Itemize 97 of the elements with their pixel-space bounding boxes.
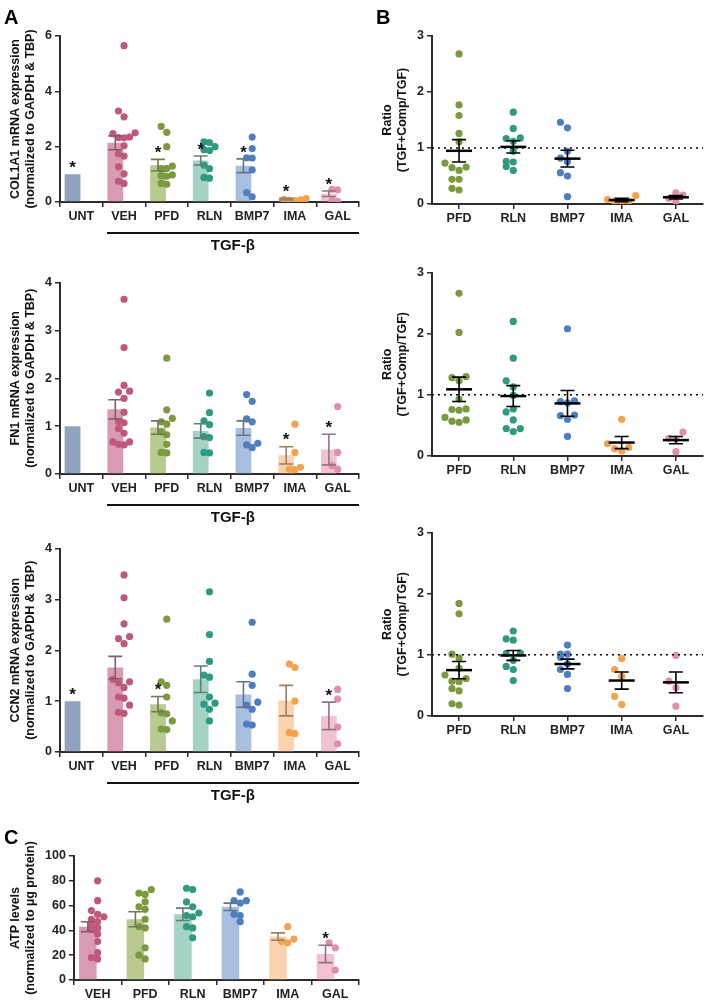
x-tick-label: UNT	[68, 758, 95, 773]
y-axis-title: Ratio (TGF+Comp/TGF)	[379, 572, 409, 677]
y-tick-label: 3	[417, 524, 424, 539]
y-tick-label: 20	[51, 947, 66, 962]
y-tick-label: 1	[45, 693, 52, 708]
x-tick-label: GAL	[662, 462, 690, 477]
x-tick-label: VEH	[111, 758, 137, 773]
x-tick-label: BMP7	[234, 208, 270, 223]
chart-title: B	[376, 5, 391, 28]
y-tick-label: 2	[417, 586, 424, 601]
y-tick-label: 3	[417, 264, 424, 279]
x-tick-label: UNT	[68, 208, 95, 223]
y-tick-label: 2	[45, 642, 52, 657]
x-tick-label: IMA	[283, 208, 307, 223]
x-tick-label: RLN	[196, 480, 223, 495]
y-tick-label: 4	[45, 83, 52, 98]
x-tick-label: GAL	[324, 480, 352, 495]
data-label: *	[325, 174, 333, 194]
x-tick-label: RLN	[500, 722, 527, 737]
x-tick-label: PFD	[154, 758, 180, 773]
x-tick-label: VEH	[84, 986, 111, 1001]
x-tick-label: BMP7	[550, 210, 585, 225]
data-label: *	[322, 928, 330, 948]
x-tick-label: GAL	[662, 210, 690, 225]
text: TGF-β	[210, 785, 255, 803]
x-tick-label: VEH	[111, 208, 137, 223]
y-axis-title: CCN2 mRNA expression (normalized to GAPDH & TBP)	[7, 560, 37, 740]
data-label: *	[69, 158, 77, 178]
x-tick-label: VEH	[111, 480, 137, 495]
y-tick-label: 4	[45, 274, 52, 289]
x-tick-label: IMA	[283, 758, 307, 773]
y-tick-label: 40	[51, 922, 66, 937]
chart-title: A	[4, 5, 19, 28]
data-label: *	[325, 417, 333, 437]
x-tick-label: BMP7	[234, 758, 270, 773]
data-label: *	[282, 430, 290, 450]
x-tick-label: PFD	[446, 722, 472, 737]
x-tick-label: IMA	[276, 986, 300, 1001]
y-tick-label: 2	[417, 326, 424, 341]
y-tick-label: 0	[58, 972, 66, 987]
y-tick-label: 0	[45, 466, 52, 481]
y-tick-label: 0	[417, 196, 424, 211]
y-tick-label: 2	[417, 84, 424, 99]
x-tick-label: PFD	[154, 208, 180, 223]
text: TGF-β	[210, 235, 255, 253]
x-tick-label: BMP7	[550, 722, 585, 737]
x-tick-label: IMA	[610, 210, 634, 225]
y-tick-label: 0	[45, 744, 52, 759]
y-tick-label: 6	[45, 28, 52, 43]
data-label: *	[240, 142, 248, 162]
x-tick-label: GAL	[322, 986, 349, 1001]
text: TGF-β	[210, 507, 255, 525]
data-label: *	[154, 143, 162, 163]
x-tick-label: RLN	[179, 986, 206, 1001]
y-tick-label: 1	[417, 387, 424, 402]
y-tick-label: 80	[51, 873, 66, 888]
data-label: *	[154, 680, 162, 700]
x-tick-label: RLN	[196, 208, 223, 223]
y-tick-label: 2	[45, 370, 52, 385]
x-tick-label: PFD	[154, 480, 180, 495]
data-label: *	[69, 684, 77, 704]
y-axis-title: Ratio (TGF+Comp/TGF)	[379, 312, 409, 417]
x-tick-label: IMA	[610, 462, 634, 477]
x-tick-label: RLN	[500, 210, 527, 225]
x-tick-label: PFD	[446, 210, 472, 225]
y-tick-label: 3	[417, 28, 424, 43]
y-tick-label: 1	[417, 647, 424, 662]
x-tick-label: RLN	[500, 462, 527, 477]
x-tick-label: GAL	[324, 758, 352, 773]
y-tick-label: 0	[417, 708, 424, 723]
y-tick-label: 1	[417, 140, 424, 155]
y-tick-label: 0	[45, 194, 52, 209]
x-tick-label: BMP7	[550, 462, 585, 477]
data-label: *	[325, 685, 333, 705]
y-tick-label: 3	[45, 322, 52, 337]
x-tick-label: RLN	[196, 758, 223, 773]
x-tick-label: BMP7	[222, 986, 258, 1001]
y-tick-label: 0	[417, 448, 424, 463]
y-tick-label: 2	[45, 139, 52, 154]
x-tick-label: UNT	[68, 480, 95, 495]
y-tick-label: 60	[51, 898, 66, 913]
y-axis-title: FN1 mRNA expression (normalized to GAPDH & TBP)	[7, 288, 37, 468]
x-tick-label: BMP7	[234, 480, 270, 495]
x-tick-label: IMA	[283, 480, 307, 495]
data-label: *	[197, 139, 205, 159]
y-tick-label: 1	[45, 418, 52, 433]
x-tick-label: GAL	[662, 722, 690, 737]
x-tick-label: GAL	[324, 208, 352, 223]
data-label: *	[282, 182, 290, 202]
y-axis-title: Ratio (TGF+Comp/TGF)	[379, 67, 409, 173]
y-tick-label: 3	[45, 591, 52, 606]
x-tick-label: IMA	[610, 722, 634, 737]
y-axis-title: COL1A1 mRNA expression (normalized to GAPDH & TBP)	[7, 29, 37, 209]
x-tick-label: PFD	[446, 462, 472, 477]
y-tick-label: 100	[45, 848, 66, 863]
y-tick-label: 4	[45, 540, 52, 555]
x-tick-label: PFD	[132, 986, 158, 1001]
